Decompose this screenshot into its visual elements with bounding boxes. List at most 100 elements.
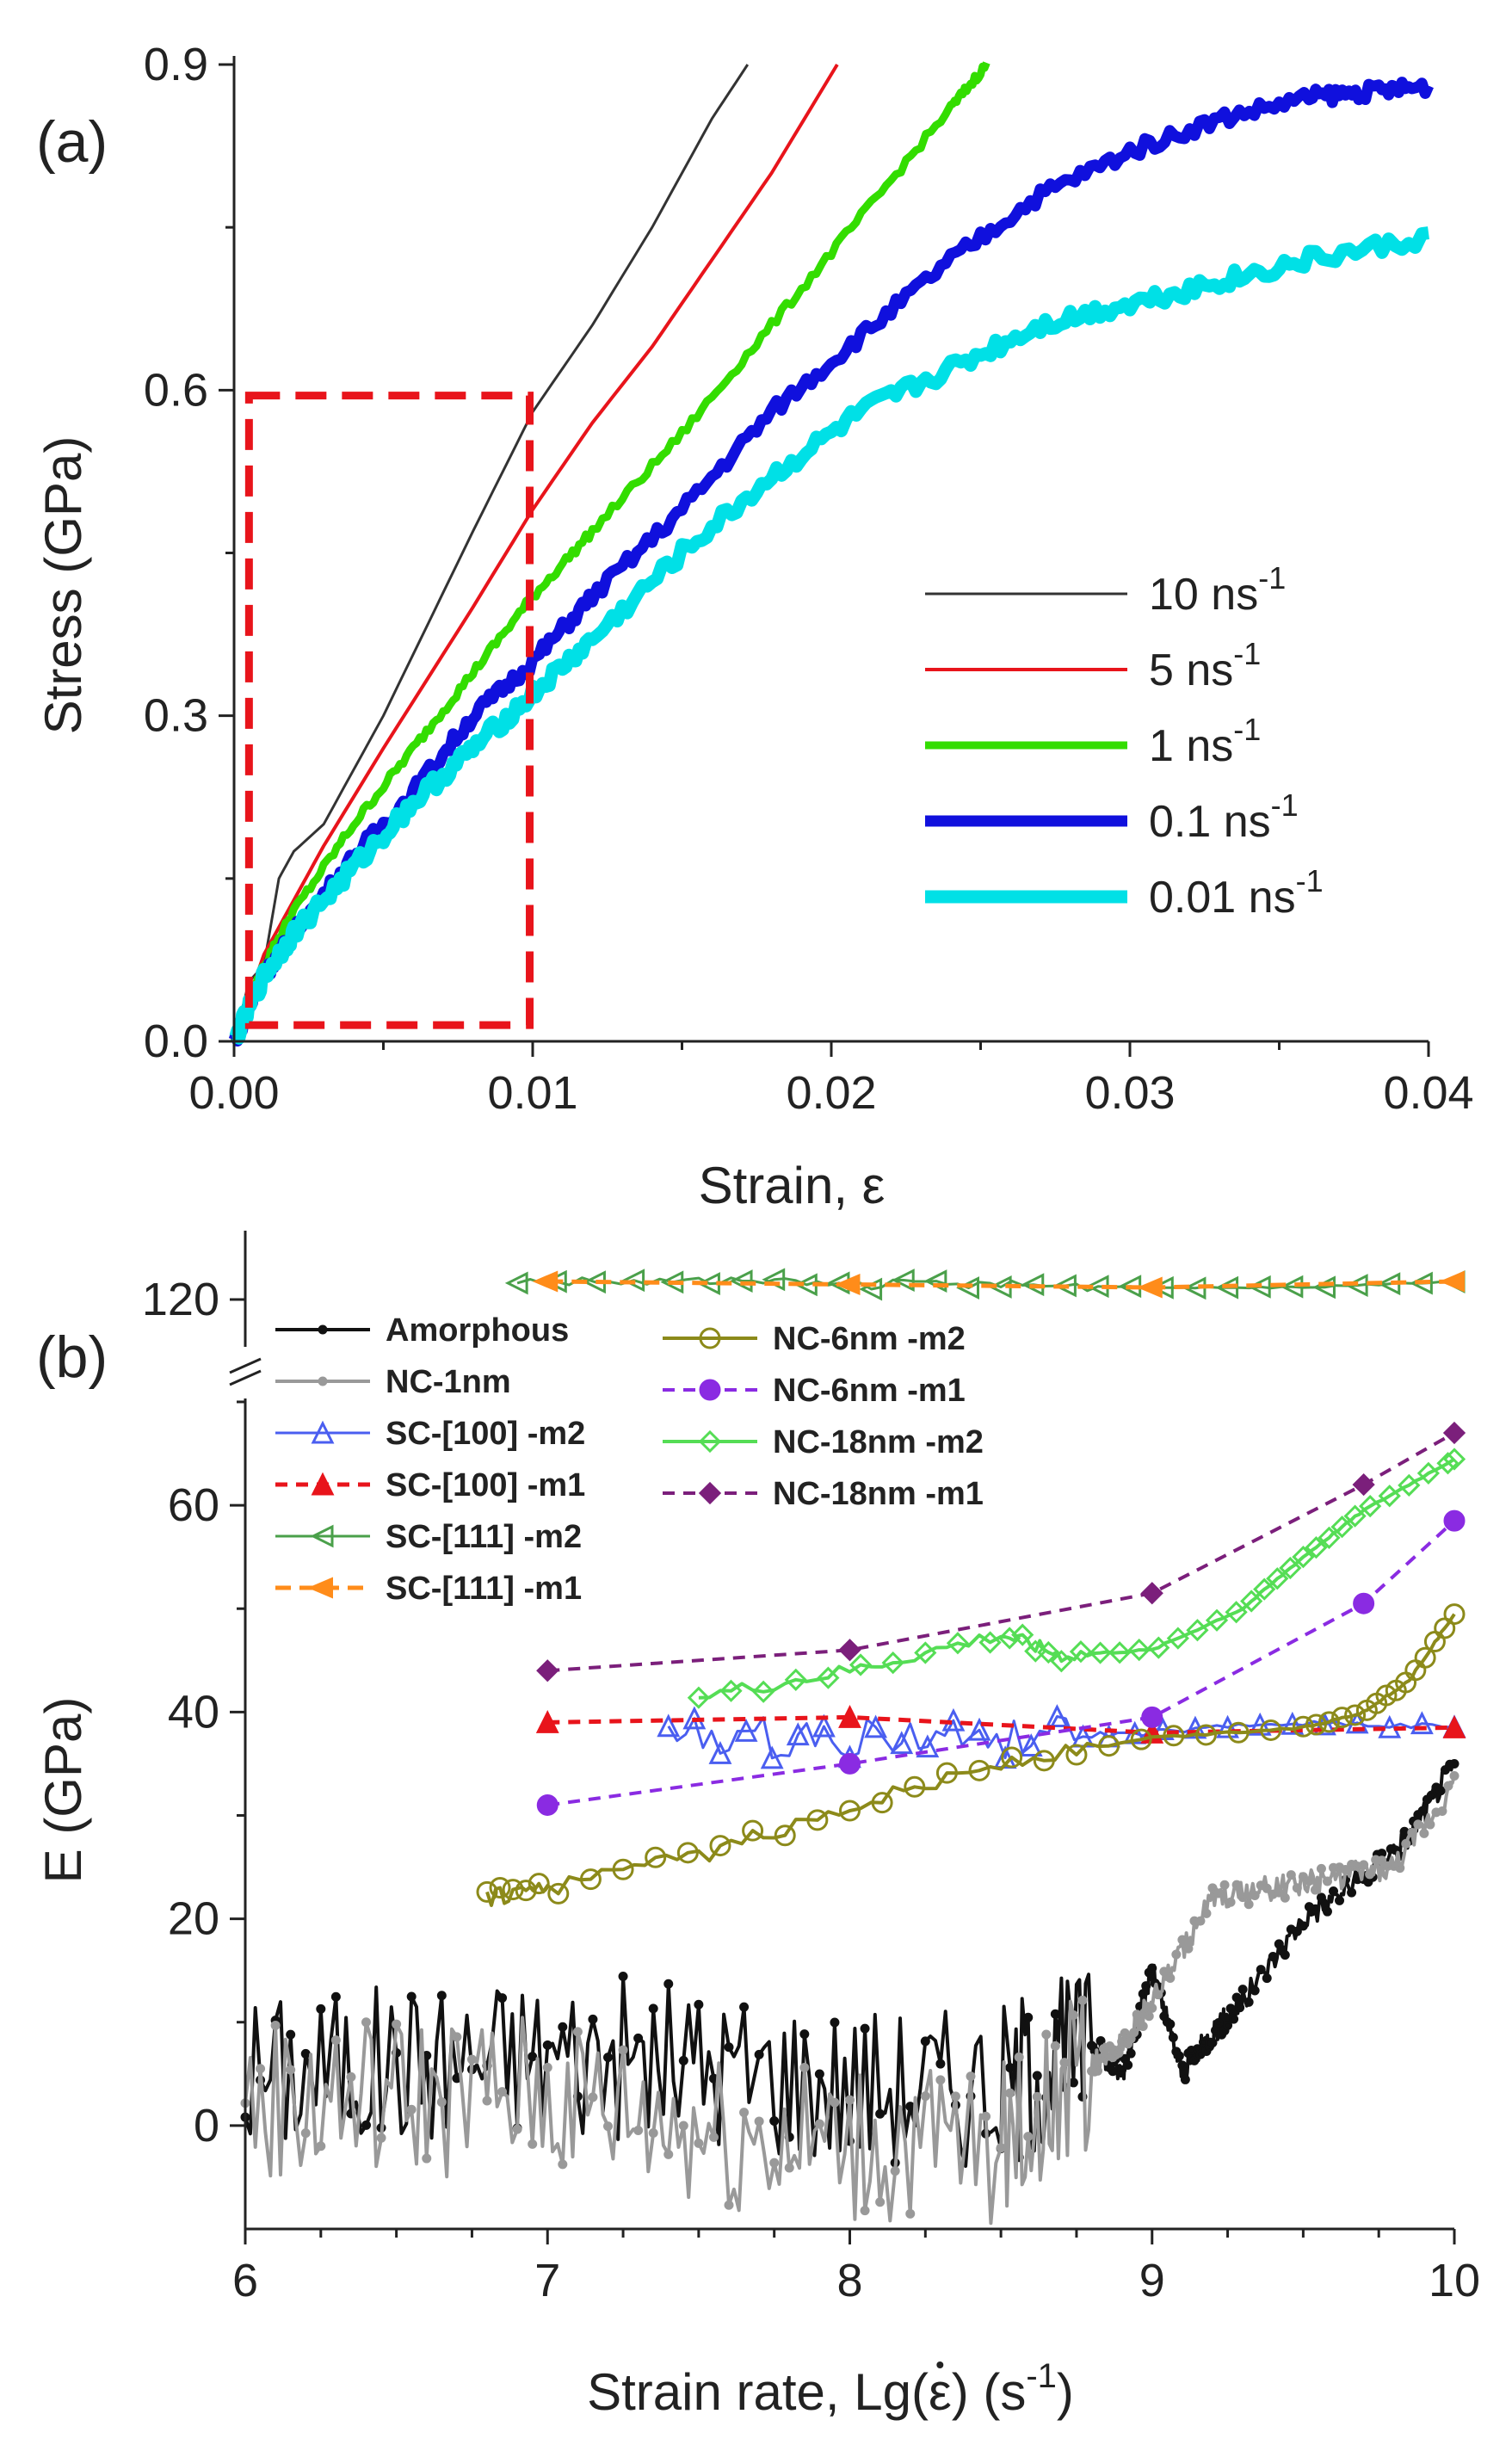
legend-label-nc-18nm-m2: NC-18nm -m2	[773, 1424, 984, 1460]
y-tick-label-a: 0.9	[144, 39, 208, 90]
data-point-amorphous	[1316, 1892, 1326, 1903]
data-point-nc-18nm-m2	[1378, 1485, 1401, 1508]
x-tick-label-b: 6	[232, 2255, 258, 2306]
data-point-nc-6nm-m2	[1414, 1646, 1436, 1669]
data-point-nc-1nm	[270, 2021, 281, 2031]
data-point-sc-111-m2	[621, 1269, 645, 1293]
data-point-nc-18nm-m2	[1240, 1590, 1263, 1613]
data-point-nc-1nm	[1213, 1888, 1224, 1898]
x-axis-title-b-sup: -1	[1026, 2357, 1057, 2395]
data-point-sc-111-m2	[956, 1276, 979, 1300]
data-point-nc-6nm-m2	[1130, 1728, 1152, 1750]
data-point-amorphous	[920, 2036, 930, 2047]
data-point-nc-1nm	[663, 2149, 674, 2159]
data-point-nc-1nm	[1401, 1838, 1411, 1849]
data-point-amorphous	[286, 2029, 296, 2040]
data-point-amorphous	[1231, 1992, 1242, 2003]
series-nc-18nm-m1	[536, 1421, 1466, 1682]
legend-label-a: 0.01 ns-1	[1149, 863, 1324, 923]
data-point-nc-18nm-m2	[1343, 1504, 1367, 1528]
data-point-amorphous	[1126, 2048, 1136, 2059]
data-point-sc-111-m2	[504, 1271, 528, 1295]
panel-a-axes	[219, 56, 1430, 1057]
data-point-nc-6nm-m2	[528, 1873, 550, 1895]
data-point-nc-1nm	[618, 2045, 628, 2055]
data-point-nc-1nm	[769, 2158, 780, 2168]
legend-marker-sc-111-m1	[307, 1577, 333, 1599]
data-point-nc-1nm	[1413, 1819, 1423, 1830]
data-point-nc-1nm	[1341, 1865, 1351, 1875]
data-point-nc-18nm-m2	[1147, 1636, 1170, 1659]
data-point-nc-1nm	[845, 2095, 855, 2105]
data-point-amorphous	[1005, 2063, 1015, 2073]
data-point-sc-100-m2	[1281, 1711, 1305, 1735]
data-point-amorphous	[1298, 1921, 1308, 1931]
legend-label-a: 1 ns-1	[1149, 712, 1261, 771]
data-point-nc-18nm-m2	[1166, 1627, 1189, 1650]
x-axis-title-a: Strain, ε	[699, 1157, 886, 1214]
legend-marker-nc-18nm-m1	[698, 1481, 722, 1505]
data-point-nc-1nm	[1032, 2091, 1042, 2102]
data-point-nc-18nm-m2	[687, 1686, 710, 1709]
data-point-amorphous	[1256, 1965, 1266, 1975]
data-point-nc-1nm	[1132, 2010, 1142, 2020]
data-point-sc-111-m2	[729, 1269, 753, 1293]
series-line-sc-111-m2	[516, 1276, 1455, 1293]
data-point-nc-6nm-m2	[476, 1880, 498, 1903]
data-point-sc-111-m2	[891, 1269, 915, 1292]
data-point-nc-1nm	[678, 2121, 688, 2131]
series-line-0-01-ns	[229, 226, 1429, 1045]
data-point-nc-1nm	[981, 2111, 991, 2121]
data-point-nc-1nm	[1059, 2058, 1070, 2068]
data-point-amorphous	[648, 2003, 658, 2014]
series-nc-1nm	[240, 1771, 1460, 2226]
data-point-nc-18nm-m2	[1069, 1640, 1093, 1664]
data-point-nc-1nm	[558, 2159, 568, 2170]
data-point-nc-6nm-m2	[935, 1762, 958, 1784]
data-point-amorphous	[316, 2003, 326, 2014]
data-point-nc-1nm	[1225, 1897, 1236, 1907]
panel-a-chart: (a) 0.00 0.01 0.02 0.03 0.04 0.0 0.3 0.6 0.9 Str…	[34, 39, 1474, 1214]
data-point-nc-6nm-m2	[742, 1819, 764, 1842]
data-point-amorphous	[1292, 1926, 1302, 1936]
data-point-amorphous	[558, 2022, 568, 2032]
data-point-nc-6nm-m2	[645, 1846, 667, 1868]
x-tick-label-a: 0.04	[1383, 1067, 1473, 1119]
legend-label-a-text: 0.1 ns	[1149, 797, 1271, 847]
data-point-sc-111-m1	[1439, 1270, 1465, 1293]
data-point-amorphous	[663, 1979, 674, 1989]
legend-label-a-sup: -1	[1233, 712, 1261, 747]
legend-marker-sc-111-m2	[310, 1524, 334, 1548]
data-point-nc-1nm	[1419, 1828, 1429, 1838]
data-point-amorphous	[1177, 2060, 1188, 2071]
legend-label-a-text: 5 ns	[1149, 645, 1233, 695]
data-point-nc-1nm	[890, 2166, 900, 2176]
data-point-sc-100-m2	[786, 1722, 810, 1746]
data-point-sc-100-m2	[708, 1741, 732, 1764]
data-point-amorphous	[1223, 2020, 1233, 2030]
legend-marker-amorphous	[318, 1324, 328, 1335]
data-point-sc-100-m2	[1248, 1712, 1272, 1736]
epsilon-dot	[936, 2361, 944, 2368]
data-point-nc-1nm	[860, 2206, 870, 2216]
data-point-nc-1nm	[739, 2108, 750, 2118]
data-point-amorphous	[1174, 2051, 1184, 2061]
data-point-nc-18nm-m1	[1140, 1582, 1163, 1605]
data-point-nc-1nm	[452, 2032, 462, 2042]
data-point-amorphous	[905, 2102, 916, 2112]
data-point-nc-1nm	[1377, 1855, 1387, 1866]
legend-label-sc-100-m1: SC-[100] -m1	[386, 1467, 585, 1503]
x-tick-label-a: 0.02	[786, 1067, 876, 1119]
data-point-nc-6nm-m2	[806, 1809, 829, 1831]
x-axis-title-b: Strain rate, Lg(ε) (s-1)	[587, 2357, 1074, 2421]
data-point-nc-1nm	[1014, 2052, 1024, 2062]
data-point-nc-1nm	[1359, 1860, 1369, 1870]
data-point-amorphous	[1449, 1758, 1460, 1769]
data-point-nc-1nm	[316, 2141, 326, 2152]
panel-b-axes	[229, 1231, 1456, 2244]
data-point-amorphous	[300, 2048, 311, 2059]
data-point-nc-18nm-m2	[1416, 1461, 1441, 1485]
data-point-nc-18nm-m2	[719, 1679, 743, 1702]
data-point-nc-1nm	[1147, 2003, 1157, 2013]
data-point-nc-18nm-m1	[536, 1659, 559, 1682]
